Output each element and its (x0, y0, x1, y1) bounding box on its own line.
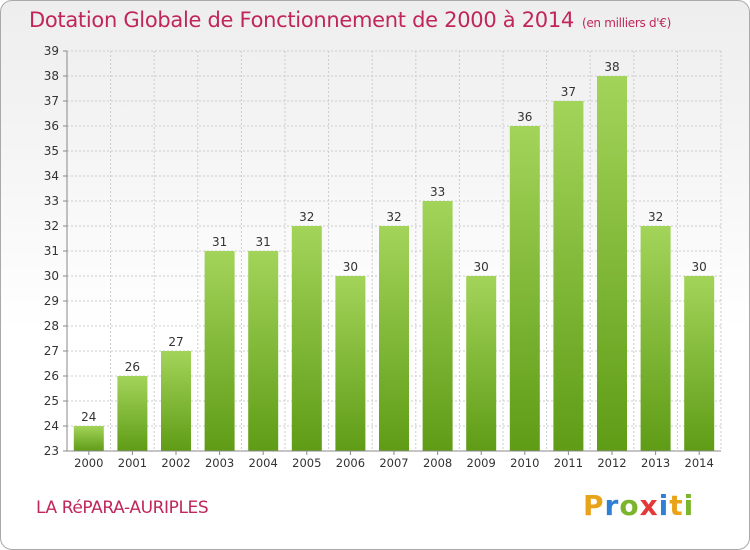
chart-unit: (en milliers d'€) (581, 16, 671, 30)
bar-2012 (597, 76, 627, 451)
data-label: 31 (212, 235, 227, 249)
data-label: 38 (604, 60, 619, 74)
data-label: 31 (256, 235, 271, 249)
logo-letter: i (683, 489, 695, 522)
bar-2004 (248, 251, 279, 451)
data-label: 30 (474, 260, 489, 274)
bar-2009 (466, 276, 497, 451)
bar-2013 (640, 226, 671, 451)
proxiti-logo: Proxiti (583, 489, 694, 522)
data-label: 32 (299, 210, 314, 224)
y-tick-label: 32 (44, 219, 59, 233)
y-tick-label: 38 (44, 69, 59, 83)
bar-2007 (379, 226, 409, 451)
y-tick-label: 26 (44, 369, 59, 383)
y-tick-label: 35 (44, 144, 59, 158)
y-tick-label: 24 (44, 419, 59, 433)
data-label: 30 (343, 260, 358, 274)
y-tick-label: 33 (44, 194, 59, 208)
bar-2014 (684, 276, 715, 451)
bar-2011 (553, 101, 584, 451)
data-label: 30 (692, 260, 707, 274)
bar-2003 (204, 251, 235, 451)
x-tick-label: 2010 (510, 456, 539, 470)
x-tick-label: 2012 (597, 456, 626, 470)
y-tick-label: 30 (44, 269, 59, 283)
x-tick-label: 2000 (74, 456, 103, 470)
y-tick-label: 31 (44, 244, 59, 258)
x-tick-label: 2005 (292, 456, 321, 470)
x-tick-label: 2004 (249, 456, 278, 470)
data-label: 33 (430, 185, 445, 199)
x-tick-label: 2007 (379, 456, 408, 470)
x-tick-label: 2006 (336, 456, 365, 470)
bars: 24 26 27 31 31 32 30 32 33 30 36 37 38 32 30 (73, 60, 715, 451)
logo-letter: P (583, 489, 605, 522)
y-tick-label: 28 (44, 319, 59, 333)
chart-title: Dotation Globale de Fonctionnement de 20… (29, 8, 671, 32)
y-tick-label: 36 (44, 119, 59, 133)
data-label: 37 (561, 85, 576, 99)
data-label: 32 (648, 210, 663, 224)
bar-2008 (422, 201, 453, 451)
bar-2010 (509, 126, 540, 451)
bar-2001 (117, 376, 148, 451)
x-tick-label: 2008 (423, 456, 452, 470)
bar-2006 (335, 276, 366, 451)
logo-letter: r (604, 489, 620, 522)
y-tick-label: 25 (44, 394, 59, 408)
bar-2002 (161, 351, 191, 451)
commune-name: LA RéPARA-AURIPLES (36, 498, 209, 518)
data-label: 27 (168, 335, 183, 349)
logo-letter: x (639, 489, 659, 522)
x-tick-label: 2003 (205, 456, 234, 470)
bar-2005 (291, 226, 322, 451)
data-label: 36 (517, 110, 532, 124)
y-tick-label: 39 (44, 44, 59, 58)
y-tick-label: 23 (44, 444, 59, 458)
logo-letter: t (669, 489, 684, 522)
x-tick-label: 2013 (641, 456, 670, 470)
data-label: 32 (386, 210, 401, 224)
y-tick-label: 34 (44, 169, 59, 183)
x-tick-label: 2014 (685, 456, 714, 470)
data-label: 26 (125, 360, 140, 374)
x-tick-label: 2011 (554, 456, 583, 470)
x-tick-label: 2002 (161, 456, 190, 470)
axes: 23 24 25 26 27 28 29 30 31 32 33 34 35 36 37 38 39 2000 20… (44, 44, 721, 470)
y-tick-label: 27 (44, 344, 59, 358)
x-tick-label: 2001 (118, 456, 147, 470)
bar-2000 (73, 426, 104, 451)
chart-title-text: Dotation Globale de Fonctionnement de 20… (29, 8, 574, 32)
y-tick-label: 37 (44, 94, 59, 108)
logo-letter: o (619, 489, 640, 522)
y-tick-label: 29 (44, 294, 59, 308)
x-tick-label: 2009 (467, 456, 496, 470)
data-label: 24 (81, 410, 96, 424)
logo-letter: i (658, 489, 670, 522)
